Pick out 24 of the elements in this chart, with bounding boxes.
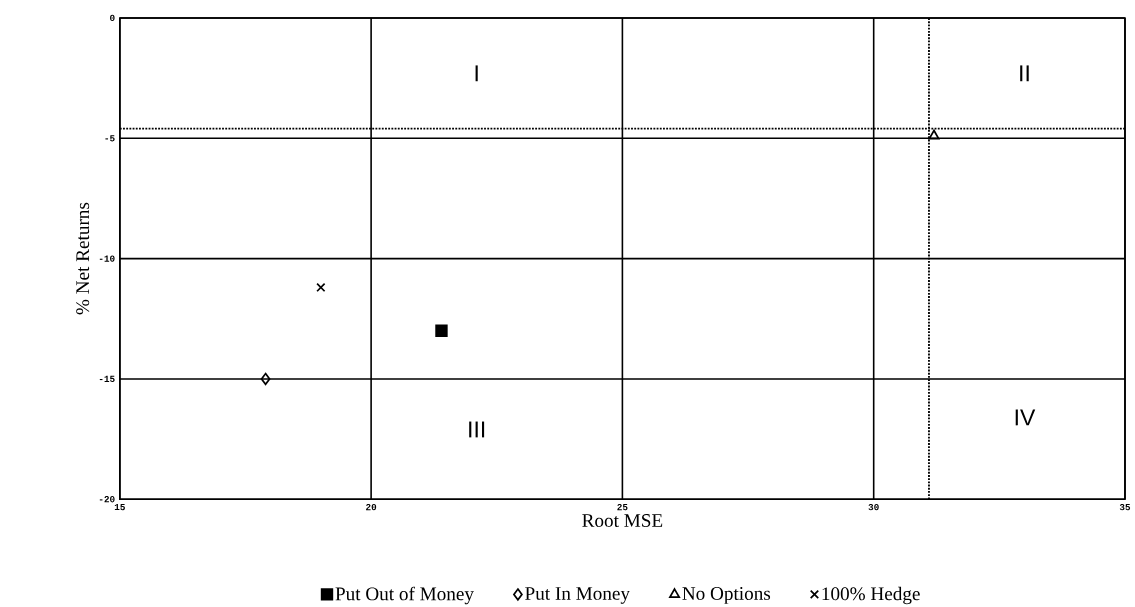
x-tick-label: 20 [366,503,377,511]
y-tick-label: 0 [110,14,115,21]
annotation: II [1020,65,1029,81]
y-tick-label: -5 [105,134,115,142]
point [435,324,448,337]
annotation: III [469,421,485,438]
x-tick-label: 15 [114,503,125,510]
annotation: I [475,65,478,81]
y-axis-title: % Net Returns [76,202,90,315]
legend-label: Put In Money [525,586,630,604]
x-tick-label: 25 [617,503,628,511]
x-axis-title: Root MSE [582,513,663,527]
y-tick-label: -20 [99,495,115,503]
point [316,282,326,292]
legend-label: No Options [682,586,771,604]
y-tick-label: -15 [99,375,115,382]
y-tick-label: -10 [99,255,115,262]
x-tick-label: 35 [1119,503,1131,511]
x-tick-label: 30 [868,503,879,511]
legend-label: 100% Hedge [822,586,920,604]
point [928,129,940,140]
annotation: IV [1015,409,1036,426]
legend-label: Put Out of Money [335,586,474,605]
point [260,372,271,385]
